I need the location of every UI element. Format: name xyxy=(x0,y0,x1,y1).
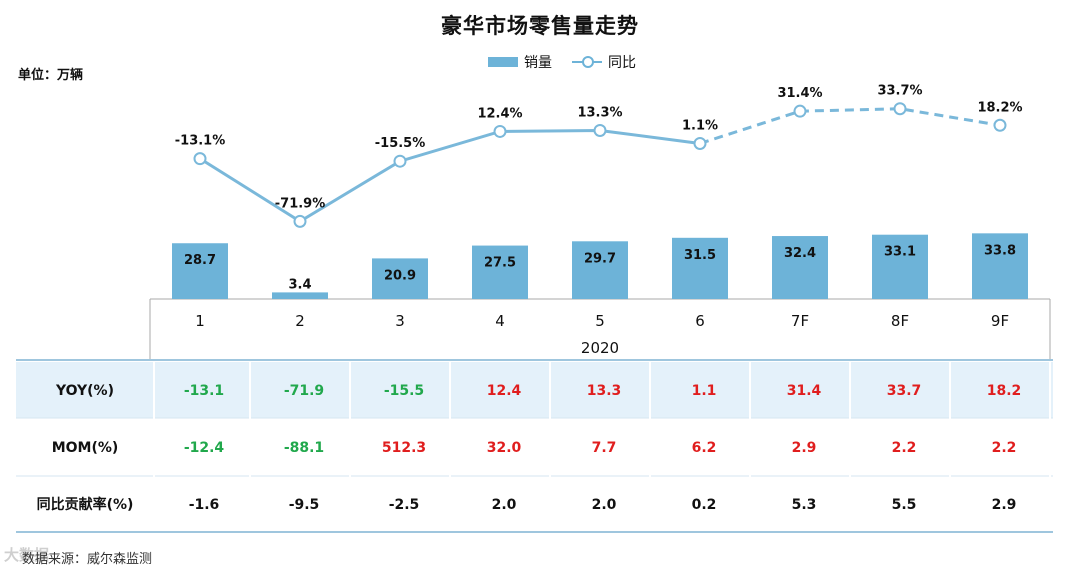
table-cell-0-4: 12.4 xyxy=(487,383,522,399)
table-cell-1-5: 7.7 xyxy=(592,440,617,456)
bar-label-6: 31.5 xyxy=(684,248,716,263)
yoy-label-6: 1.1% xyxy=(682,118,718,133)
table-cell-1-9F: 2.2 xyxy=(992,440,1017,456)
source-note: 数据来源：威尔森监测 xyxy=(22,552,153,567)
yoy-point-8F xyxy=(893,102,907,116)
table-cell-2-2: -9.5 xyxy=(289,497,320,513)
bar-8F xyxy=(872,234,928,299)
table-cell-2-8F: 5.5 xyxy=(892,497,917,513)
table-cell-2-6: 0.2 xyxy=(692,497,717,513)
table-cell-0-3: -15.5 xyxy=(384,383,424,399)
legend-item-line: 同比 xyxy=(572,52,636,72)
bar-6 xyxy=(672,237,728,299)
bar-5 xyxy=(572,241,628,299)
table-row-bg-yoy xyxy=(16,362,1053,418)
legend: 销量 同比 xyxy=(488,52,656,72)
unit-label: 单位：万辆 xyxy=(18,68,84,83)
yoy-label-2: -71.9% xyxy=(275,196,326,211)
watermark: 大数据 xyxy=(4,546,50,564)
bar-2 xyxy=(272,292,328,299)
yoy-label-5: 13.3% xyxy=(577,105,622,120)
yoy-line-actual xyxy=(199,128,701,224)
yoy-point-1 xyxy=(193,152,207,166)
x-tick-5: 5 xyxy=(595,312,605,330)
bar-label-3: 20.9 xyxy=(384,268,416,283)
table-cell-1-4: 32.0 xyxy=(487,440,522,456)
x-tick-9F: 9F xyxy=(991,312,1009,330)
bar-3 xyxy=(372,258,428,299)
bar-label-5: 29.7 xyxy=(584,251,616,266)
table-cell-1-7F: 2.9 xyxy=(792,440,817,456)
x-group-label: 2020 xyxy=(581,339,619,357)
bar-4 xyxy=(472,245,528,299)
yoy-point-2 xyxy=(293,214,307,228)
table-cell-0-8F: 33.7 xyxy=(887,383,922,399)
table-cell-1-2: -88.1 xyxy=(284,440,324,456)
x-tick-4: 4 xyxy=(495,312,505,330)
bar-7F xyxy=(772,236,828,299)
bar-9F xyxy=(972,233,1028,299)
yoy-point-5 xyxy=(593,123,607,137)
yoy-label-4: 12.4% xyxy=(477,106,522,121)
table-row-label-0: YOY(%) xyxy=(55,383,114,399)
yoy-label-3: -15.5% xyxy=(375,136,426,151)
legend-line-swatch xyxy=(572,56,602,68)
table-cell-0-9F: 18.2 xyxy=(987,383,1022,399)
table-cell-0-1: -13.1 xyxy=(184,383,224,399)
yoy-label-1: -13.1% xyxy=(175,134,226,149)
bar-label-4: 27.5 xyxy=(484,256,516,271)
yoy-point-7F xyxy=(793,104,807,118)
table-cell-2-3: -2.5 xyxy=(389,497,420,513)
yoy-label-9F: 18.2% xyxy=(977,100,1022,115)
legend-bar-label: 销量 xyxy=(524,55,552,71)
bar-label-2: 3.4 xyxy=(288,277,311,292)
bar-label-7F: 32.4 xyxy=(784,246,816,261)
bar-label-9F: 33.8 xyxy=(984,243,1016,258)
legend-item-bar: 销量 xyxy=(488,52,552,72)
table-cell-1-3: 512.3 xyxy=(382,440,426,456)
table-row-label-1: MOM(%) xyxy=(52,440,119,456)
table-cell-2-7F: 5.3 xyxy=(792,497,817,513)
x-tick-8F: 8F xyxy=(891,312,909,330)
yoy-point-4 xyxy=(493,124,507,138)
yoy-label-7F: 31.4% xyxy=(777,86,822,101)
x-tick-3: 3 xyxy=(395,312,405,330)
chart-title: 豪华市场零售量走势 xyxy=(441,14,639,38)
table-row-label-2: 同比贡献率(%) xyxy=(37,496,134,513)
table-cell-2-5: 2.0 xyxy=(592,497,617,513)
x-tick-1: 1 xyxy=(195,312,205,330)
bar-1 xyxy=(172,243,228,299)
yoy-label-8F: 33.7% xyxy=(877,84,922,99)
yoy-point-3 xyxy=(393,154,407,168)
table-cell-0-7F: 31.4 xyxy=(787,383,822,399)
x-tick-2: 2 xyxy=(295,312,305,330)
bar-label-1: 28.7 xyxy=(184,253,216,268)
x-tick-6: 6 xyxy=(695,312,705,330)
yoy-line-forecast xyxy=(699,107,1001,145)
bar-label-8F: 33.1 xyxy=(884,245,916,260)
table-cell-1-6: 6.2 xyxy=(692,440,717,456)
legend-bar-swatch xyxy=(488,57,518,67)
table-cell-2-4: 2.0 xyxy=(492,497,517,513)
x-tick-7F: 7F xyxy=(791,312,809,330)
table-cell-0-2: -71.9 xyxy=(284,383,324,399)
yoy-point-9F xyxy=(993,118,1007,132)
yoy-point-6 xyxy=(693,136,707,150)
table-cell-1-8F: 2.2 xyxy=(892,440,917,456)
table-cell-2-9F: 2.9 xyxy=(992,497,1017,513)
table-cell-0-5: 13.3 xyxy=(587,383,622,399)
legend-line-label: 同比 xyxy=(608,55,636,71)
table-cell-0-6: 1.1 xyxy=(692,383,717,399)
table-cell-2-1: -1.6 xyxy=(189,497,220,513)
table-cell-1-1: -12.4 xyxy=(184,440,225,456)
